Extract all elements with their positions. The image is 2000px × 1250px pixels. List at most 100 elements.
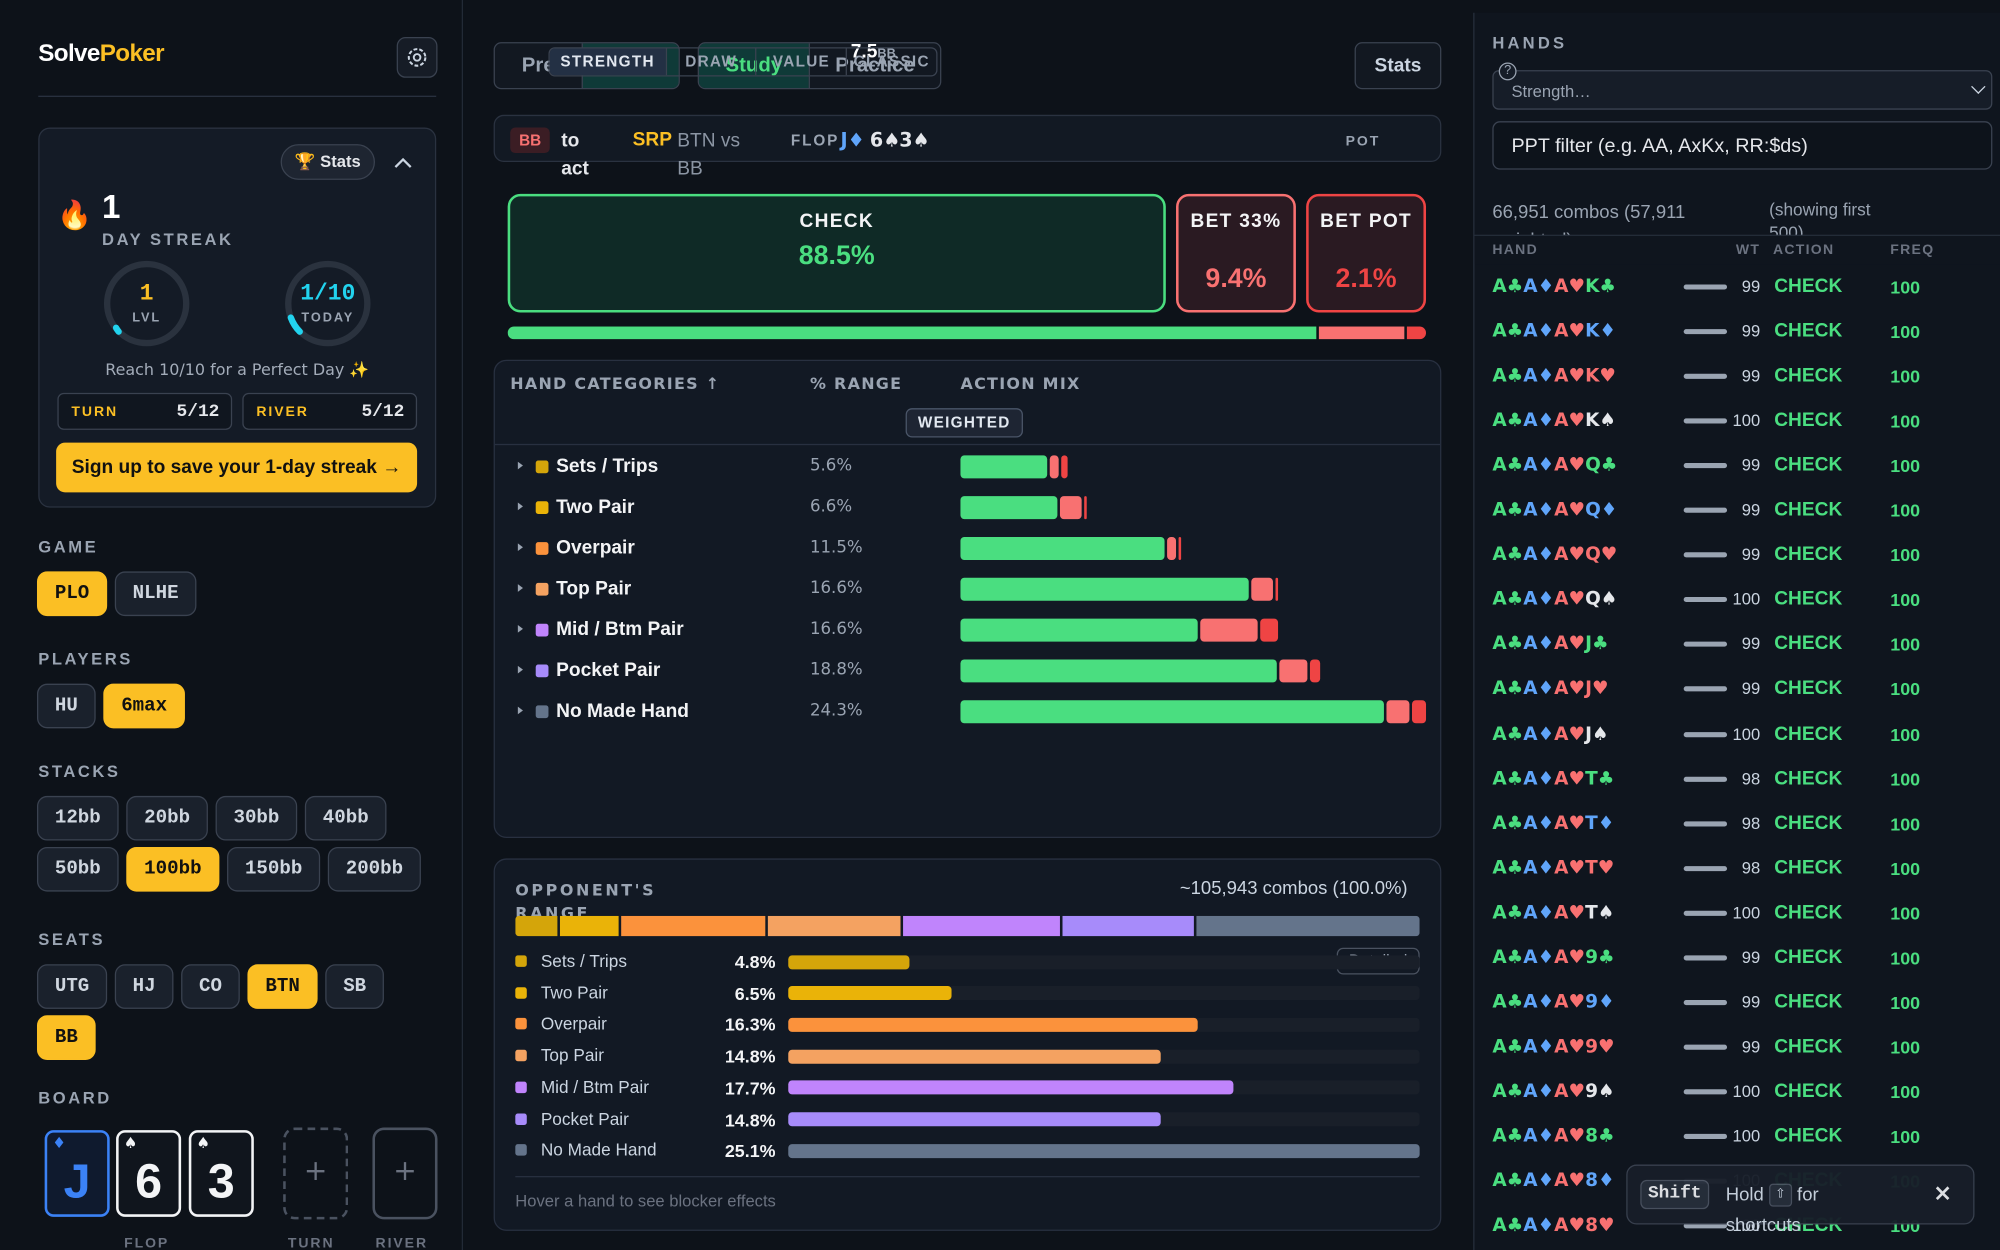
option-button[interactable]: PLO	[36, 571, 108, 617]
category-row[interactable]: Sets / Trips 5.6%	[495, 449, 1440, 485]
tab[interactable]: Study	[698, 43, 809, 89]
stats-button[interactable]: 🏆 Stats	[280, 144, 375, 180]
range-dot	[515, 986, 527, 999]
option-button[interactable]: BB	[36, 1015, 96, 1060]
range-name: Top Pair	[540, 1046, 604, 1066]
category-range: 5.6%	[809, 456, 853, 476]
option-button[interactable]: 20bb	[126, 795, 208, 841]
category-range: 24.3%	[809, 701, 863, 721]
range-dot	[515, 1112, 527, 1125]
hand-freq: 100	[1890, 276, 1921, 298]
hand-row[interactable]: A♣A♦A♥Q♠ 100 CHECK 100	[1474, 580, 2000, 621]
board-slot[interactable]: +	[283, 1127, 349, 1220]
hand-row[interactable]: A♣A♦A♥K♠ 100 CHECK 100	[1474, 401, 2000, 442]
weighted-toggle[interactable]: WEIGHTED	[905, 408, 1023, 438]
view-toggle[interactable]: VALUE	[755, 48, 846, 76]
hand-row[interactable]: A♣A♦A♥Q♥ 99 CHECK 100	[1474, 535, 2000, 576]
action-freq: 88.5%	[798, 241, 875, 271]
board-slot[interactable]: +	[372, 1127, 438, 1220]
hand-row[interactable]: A♣A♦A♥9♦ 99 CHECK 100	[1474, 982, 2000, 1023]
signup-button[interactable]: Sign up to save your 1-day streak →	[56, 442, 418, 493]
option-button[interactable]: 200bb	[327, 846, 421, 892]
hand-row[interactable]: A♣A♦A♥Q♦ 99 CHECK 100	[1474, 490, 2000, 531]
hand-row[interactable]: A♣A♦A♥J♠ 100 CHECK 100	[1474, 714, 2000, 755]
tab[interactable]: Pre	[521, 54, 555, 77]
board-card[interactable]: ♠ 3	[188, 1130, 254, 1217]
action-box[interactable]: BET 33% 9.4%	[1176, 193, 1296, 313]
pot-value: 7.5	[850, 40, 878, 63]
view-toggle[interactable]: STRENGTH	[549, 48, 666, 76]
option-button[interactable]: 30bb	[215, 795, 298, 841]
hand-row[interactable]: A♣A♦A♥T♥ 98 CHECK 100	[1474, 848, 2000, 889]
toast-text: Hold ⇧ for shortcuts	[1726, 1180, 1866, 1241]
level-label: LVL	[132, 311, 162, 326]
hand-row[interactable]: A♣A♦A♥T♣ 98 CHECK 100	[1474, 758, 2000, 799]
range-name: Mid / Btm Pair	[540, 1077, 649, 1097]
hand-row[interactable]: A♣A♦A♥J♣ 99 CHECK 100	[1474, 624, 2000, 665]
filter-input[interactable]: PPT filter (e.g. AA, AxKx, RR:$ds)	[1492, 121, 1993, 170]
help-icon[interactable]: ?	[1498, 62, 1517, 81]
hand: A♣A♦A♥T♠	[1492, 902, 1615, 924]
option-button[interactable]: HU	[36, 683, 96, 729]
category-row[interactable]: Two Pair 6.6%	[495, 490, 1440, 526]
option-button[interactable]: 100bb	[126, 846, 220, 892]
hand-row[interactable]: A♣A♦A♥8♣ 100 CHECK 100	[1474, 1116, 2000, 1157]
hand-row[interactable]: A♣A♦A♥K♣ 99 CHECK 100	[1474, 267, 2000, 308]
category-range: 16.6%	[809, 619, 863, 640]
tab[interactable]: Practice	[808, 43, 940, 89]
hand-row[interactable]: A♣A♦A♥9♠ 100 CHECK 100	[1474, 1071, 2000, 1112]
hand: A♣A♦A♥9♠	[1492, 1081, 1615, 1102]
stats-tab[interactable]: Stats	[1354, 42, 1442, 90]
hand: A♣A♦A♥8♥	[1492, 1215, 1615, 1237]
action-box[interactable]: CHECK 88.5%	[507, 193, 1166, 313]
category-row[interactable]: No Made Hand 24.3%	[495, 694, 1440, 730]
board-card[interactable]: ♠ 6	[116, 1130, 182, 1217]
sort-select[interactable]: Strength…	[1492, 70, 1993, 110]
category-row[interactable]: Pocket Pair 18.8%	[495, 653, 1440, 689]
option-button[interactable]: 40bb	[304, 795, 387, 841]
option-button[interactable]: 150bb	[227, 846, 321, 892]
mix-segment	[1167, 536, 1177, 560]
category-range: 18.8%	[809, 660, 863, 680]
collapse-chevron[interactable]	[394, 157, 412, 168]
option-button[interactable]: SB	[325, 964, 385, 1009]
weight-slider	[1683, 865, 1728, 871]
option-group: PLO NLHE	[36, 571, 426, 617]
option-button[interactable]: NLHE	[114, 571, 197, 617]
option-button[interactable]: CO	[181, 964, 240, 1009]
view-toggle[interactable]: DRAW	[665, 48, 755, 76]
option-button[interactable]: 12bb	[36, 795, 119, 841]
range-segment	[620, 915, 766, 937]
filter-placeholder: PPT filter (e.g. AA, AxKx, RR:$ds)	[1511, 135, 1808, 157]
hand-row[interactable]: A♣A♦A♥J♥ 99 CHECK 100	[1474, 669, 2000, 710]
hand-row[interactable]: A♣A♦A♥T♦ 98 CHECK 100	[1474, 803, 2000, 844]
opponent-panel: OPPONENT'S RANGE ~105,943 combos (100.0%)…	[493, 858, 1442, 1231]
category-row[interactable]: Mid / Btm Pair 16.6%	[495, 612, 1440, 648]
weight-slider	[1683, 955, 1728, 961]
option-button[interactable]: 6max	[103, 683, 185, 729]
hand-row[interactable]: A♣A♦A♥Q♣ 99 CHECK 100	[1474, 445, 2000, 486]
streak-label: DAY STREAK	[102, 229, 234, 249]
view-toggle[interactable]: CLASSIC	[845, 48, 936, 76]
hands-title: HANDS	[1492, 33, 1568, 53]
settings-button[interactable]	[396, 36, 438, 78]
column-header: FREQ	[1890, 242, 1935, 258]
hand-row[interactable]: A♣A♦A♥9♣ 99 CHECK 100	[1474, 937, 2000, 978]
category-row[interactable]: Overpair 11.5%	[495, 531, 1440, 567]
sort-value: Strength…	[1511, 81, 1591, 101]
hand-freq: 100	[1890, 992, 1921, 1013]
hand-row[interactable]: A♣A♦A♥T♠ 100 CHECK 100	[1474, 892, 2000, 933]
option-button[interactable]: 50bb	[36, 846, 119, 892]
action-box[interactable]: BET POT 2.1%	[1306, 193, 1427, 313]
option-button[interactable]: HJ	[114, 964, 174, 1009]
category-row[interactable]: Top Pair 16.6%	[495, 571, 1440, 607]
range-name: Two Pair	[540, 983, 608, 1003]
hand-row[interactable]: A♣A♦A♥9♥ 99 CHECK 100	[1474, 1027, 2000, 1068]
board-card[interactable]: ♦ J	[44, 1130, 110, 1217]
pot-label: POT	[1345, 133, 1381, 150]
hand-row[interactable]: A♣A♦A♥K♥ 99 CHECK 100	[1474, 356, 2000, 397]
toast-close[interactable]: ×	[1932, 1179, 1953, 1207]
hand-row[interactable]: A♣A♦A♥K♦ 99 CHECK 100	[1474, 311, 2000, 352]
option-button[interactable]: UTG	[36, 964, 108, 1009]
option-button[interactable]: BTN	[247, 964, 318, 1009]
